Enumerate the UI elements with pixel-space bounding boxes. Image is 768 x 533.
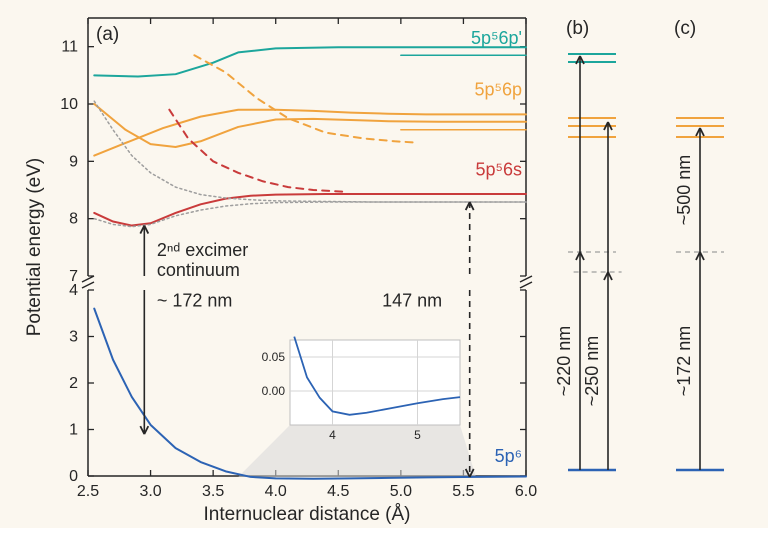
svg-text:5p⁵6s: 5p⁵6s xyxy=(476,160,523,180)
svg-text:5.5: 5.5 xyxy=(452,483,474,500)
curve-gray-dot-lower xyxy=(94,202,526,227)
svg-text:4.5: 4.5 xyxy=(327,483,349,500)
svg-text:~250 nm: ~250 nm xyxy=(582,336,602,407)
svg-text:(a): (a) xyxy=(96,24,119,45)
svg-text:9: 9 xyxy=(69,153,78,170)
svg-text:0.00: 0.00 xyxy=(262,384,286,398)
svg-text:Potential energy (eV): Potential energy (eV) xyxy=(24,158,45,337)
svg-text:~172 nm: ~172 nm xyxy=(674,326,694,397)
svg-text:(c): (c) xyxy=(674,18,696,39)
svg-text:2: 2 xyxy=(69,375,78,392)
svg-text:8: 8 xyxy=(69,211,78,228)
figure-svg: 2.5 3.0 3.5 4.0 4.5 5.0 5.5 6.0 0 1 2 3 4 7 8 9 10 11 Inte… xyxy=(0,0,768,528)
svg-text:0: 0 xyxy=(69,468,78,485)
svg-text:~500 nm: ~500 nm xyxy=(674,155,694,226)
svg-text:3.5: 3.5 xyxy=(202,483,224,500)
svg-text:6.0: 6.0 xyxy=(515,483,537,500)
svg-text:2ⁿᵈ excimer: 2ⁿᵈ excimer xyxy=(157,240,248,260)
svg-text:4: 4 xyxy=(329,428,336,442)
svg-text:147 nm: 147 nm xyxy=(382,290,442,310)
svg-text:~ 172 nm: ~ 172 nm xyxy=(157,290,233,310)
svg-text:5p⁶: 5p⁶ xyxy=(495,446,522,466)
svg-text:(b): (b) xyxy=(566,18,589,39)
svg-text:5p⁵6p': 5p⁵6p' xyxy=(471,28,522,48)
svg-text:5: 5 xyxy=(414,428,421,442)
svg-text:1: 1 xyxy=(69,422,78,439)
svg-text:5p⁵6p: 5p⁵6p xyxy=(474,79,522,99)
curve-teal-solid xyxy=(94,47,526,76)
svg-text:11: 11 xyxy=(61,39,78,56)
svg-text:10: 10 xyxy=(60,96,78,113)
svg-text:3.0: 3.0 xyxy=(139,483,161,500)
curve-red-dashed xyxy=(169,110,344,192)
svg-text:5.0: 5.0 xyxy=(390,483,412,500)
svg-text:0.05: 0.05 xyxy=(262,350,286,364)
svg-text:7: 7 xyxy=(69,268,78,285)
curve-orange-dashed xyxy=(194,55,413,142)
svg-text:2.5: 2.5 xyxy=(77,483,99,500)
figure: 2.5 3.0 3.5 4.0 4.5 5.0 5.5 6.0 0 1 2 3 4 7 8 9 10 11 Inte… xyxy=(0,0,768,528)
curve-orange-upper xyxy=(94,110,526,156)
svg-text:4.0: 4.0 xyxy=(265,483,287,500)
curve-gray-dot-upper xyxy=(94,101,526,202)
svg-text:continuum: continuum xyxy=(157,260,240,280)
svg-text:~220 nm: ~220 nm xyxy=(554,326,574,397)
svg-text:3: 3 xyxy=(69,329,78,346)
svg-text:Internuclear distance (Å): Internuclear distance (Å) xyxy=(204,504,411,525)
